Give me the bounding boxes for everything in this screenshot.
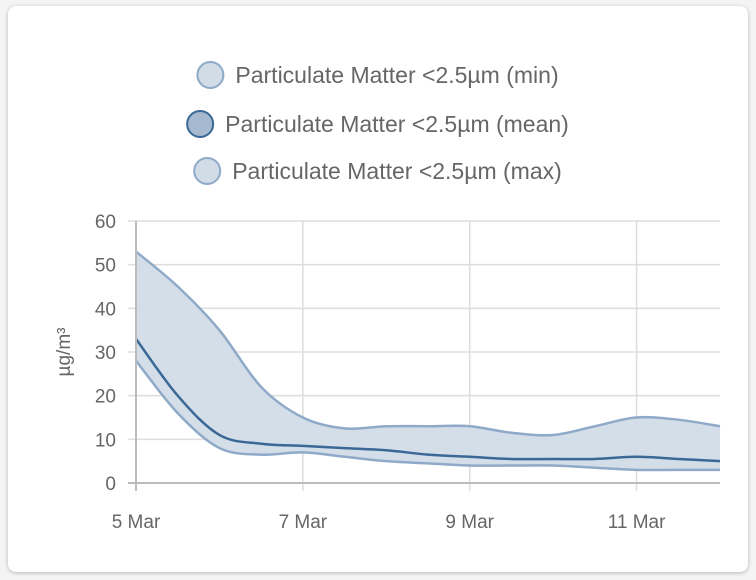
chart-card xyxy=(8,6,748,572)
x-tick-label: 9 Mar xyxy=(445,512,494,533)
x-tick-label: 7 Mar xyxy=(279,512,328,533)
y-tick-label: 10 xyxy=(95,430,116,451)
y-tick-label: 50 xyxy=(95,256,116,277)
legend-item[interactable]: Particulate Matter <2.5µm (mean) xyxy=(186,110,569,138)
legend[interactable]: Particulate Matter <2.5µm (min) Particula… xyxy=(186,61,569,185)
max-series-line xyxy=(135,250,721,437)
y-axis-label: µg/m³ xyxy=(54,328,75,377)
y-tick-label: 40 xyxy=(95,299,116,320)
mean-series-line xyxy=(134,338,721,463)
min-series-line xyxy=(135,359,720,472)
y-tick-label: 60 xyxy=(95,212,116,233)
legend-marker-icon xyxy=(193,157,222,185)
legend-label: Particulate Matter <2.5µm (mean) xyxy=(225,111,569,137)
legend-label: Particulate Matter <2.5µm (min) xyxy=(235,62,558,88)
min-max-band xyxy=(136,251,720,471)
x-tick-label: 5 Mar xyxy=(112,512,161,533)
x-tick-label: 11 Mar xyxy=(608,512,666,533)
y-tick-label: 30 xyxy=(95,343,116,364)
y-tick-label: 20 xyxy=(95,387,116,408)
y-tick-label: 0 xyxy=(105,474,116,495)
legend-item[interactable]: Particulate Matter <2.5µm (max) xyxy=(193,157,562,185)
legend-label: Particulate Matter <2.5µm (max) xyxy=(232,158,562,184)
legend-marker-icon xyxy=(186,110,215,138)
series-lines xyxy=(134,250,721,472)
axes: 0 10 20 30 40 50 60 5 Mar 7 Mar 9 Mar 11 Mar xyxy=(95,212,720,533)
legend-item[interactable]: Particulate Matter <2.5µm (min) xyxy=(196,61,559,89)
legend-marker-icon xyxy=(196,61,225,89)
band-area xyxy=(136,251,720,471)
